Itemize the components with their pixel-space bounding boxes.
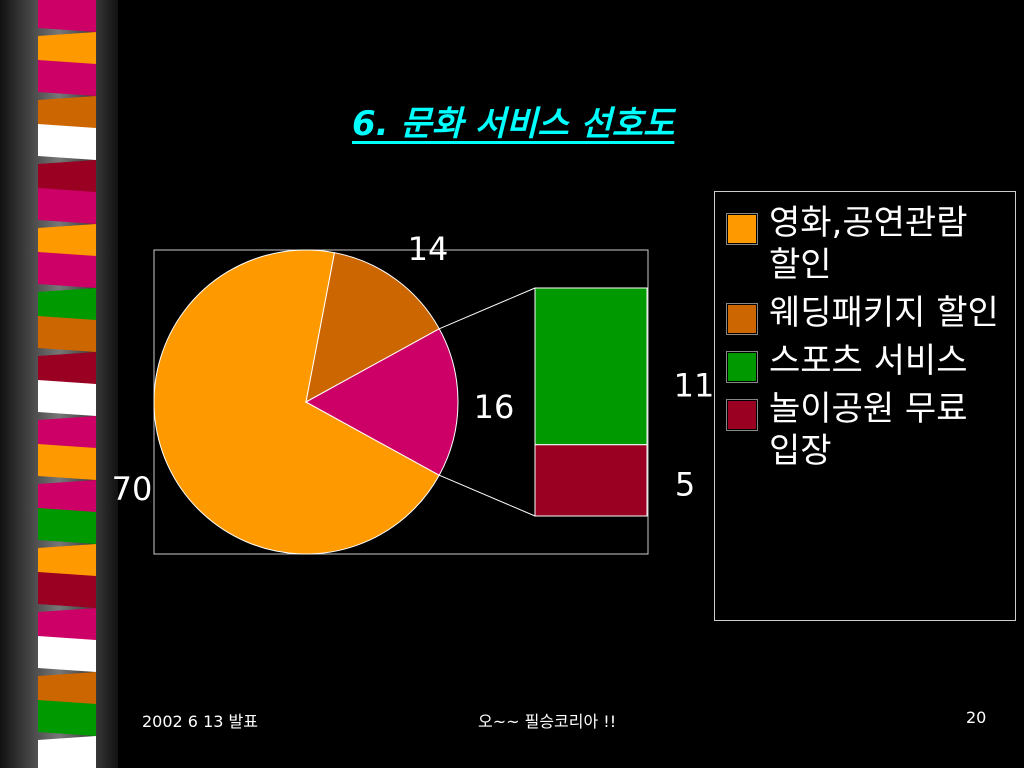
strip-band xyxy=(38,352,96,388)
strip-band xyxy=(38,252,96,288)
footer-slogan: 오~~ 필승코리아 !! xyxy=(478,712,617,731)
strip-band xyxy=(38,444,96,480)
bar-segment-amusement xyxy=(534,444,648,517)
legend-item-amusement: 놀이공원 무료 입장 xyxy=(726,388,1009,472)
strip-band xyxy=(38,636,96,672)
legend-item-sports: 스포츠 서비스 xyxy=(726,340,1009,383)
legend-label-movie: 영화,공연관람 할인 xyxy=(769,203,968,285)
strip-band xyxy=(38,608,96,644)
strip-band xyxy=(38,572,96,608)
strip-band xyxy=(38,380,96,416)
legend-item-movie: 영화,공연관람 할인 xyxy=(726,202,1009,286)
pie-slice-other xyxy=(304,328,459,476)
decorative-color-strip xyxy=(0,0,118,768)
strip-band xyxy=(38,188,96,224)
strip-band xyxy=(38,32,96,68)
slide-title: 6. 문화 서비스 선호도 xyxy=(352,104,675,144)
strip-band xyxy=(38,508,96,544)
strip-band xyxy=(38,416,96,452)
chart-legend: 영화,공연관람 할인 웨딩패키지 할인 스포츠 서비스 놀이공원 무료 입장 xyxy=(714,191,1016,621)
strip-band xyxy=(38,124,96,160)
legend-swatch-amusement xyxy=(726,399,758,431)
strip-band xyxy=(38,736,96,768)
data-label-other: 16 xyxy=(474,388,515,426)
strip-band xyxy=(38,60,96,96)
legend-swatch-movie xyxy=(726,213,758,245)
data-label-amusement: 5 xyxy=(675,465,695,503)
strip-band xyxy=(38,672,96,708)
legend-swatch-wedding xyxy=(726,303,758,335)
legend-swatch-sports xyxy=(726,351,758,383)
strip-band xyxy=(38,160,96,196)
strip-band xyxy=(38,288,96,324)
pie-slice-movie xyxy=(153,249,440,555)
strip-band xyxy=(38,316,96,352)
strip-band xyxy=(38,480,96,516)
connector-line-bottom xyxy=(439,474,536,517)
pie-slice-wedding xyxy=(305,252,440,403)
footer-date: 2002 6 13 발표 xyxy=(142,712,258,731)
legend-label-amusement: 놀이공원 무료 입장 xyxy=(769,389,968,471)
footer-page-number: 20 xyxy=(966,708,987,727)
strip-band xyxy=(38,544,96,580)
data-label-movie: 70 xyxy=(112,470,153,508)
legend-item-wedding: 웨딩패키지 할인 xyxy=(726,292,1009,335)
connector-line-top xyxy=(439,287,536,330)
strip-band xyxy=(38,96,96,132)
data-label-wedding: 14 xyxy=(408,230,449,268)
legend-label-wedding: 웨딩패키지 할인 xyxy=(769,293,999,333)
strip-band xyxy=(38,224,96,260)
bar-segment-sports xyxy=(534,287,648,446)
data-label-sports: 11 xyxy=(674,366,715,404)
strip-band xyxy=(38,0,96,32)
strip-band xyxy=(38,700,96,736)
legend-label-sports: 스포츠 서비스 xyxy=(769,341,968,381)
